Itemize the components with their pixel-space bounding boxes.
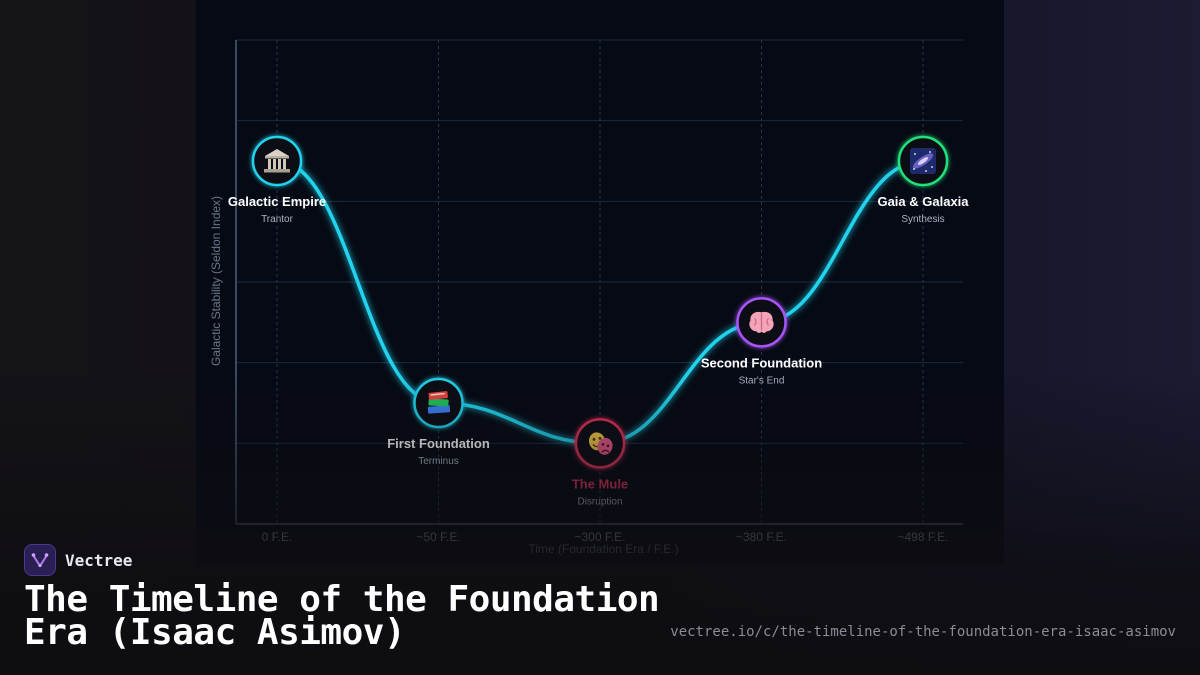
event-label: Second Foundation bbox=[701, 355, 822, 370]
event-marker[interactable] bbox=[897, 135, 949, 187]
event-label: First Foundation bbox=[387, 436, 490, 451]
x-axis-label: Time (Foundation Era / F.E.) bbox=[528, 542, 678, 556]
mask-eye bbox=[598, 436, 602, 440]
vectree-logo-icon bbox=[24, 544, 56, 576]
event-marker[interactable] bbox=[251, 135, 303, 187]
event-sublabel: Synthesis bbox=[901, 214, 944, 225]
stability-timeline-chart: 0 F.E. ~50 F.E. ~300 F.E. ~380 F.E. ~498 F.E… bbox=[209, 39, 969, 556]
brand: Vectree bbox=[24, 544, 132, 576]
marker-ring bbox=[251, 135, 303, 187]
event-sublabel: Terminus bbox=[418, 456, 459, 467]
mask-eye bbox=[606, 444, 610, 448]
column-shape bbox=[273, 159, 276, 169]
star-dot bbox=[913, 168, 915, 170]
star-dot bbox=[929, 151, 931, 153]
mask-eye bbox=[592, 437, 596, 441]
frieze-shape bbox=[265, 156, 289, 159]
chart-panel: 0 F.E. ~50 F.E. ~300 F.E. ~380 F.E. ~498 F.E… bbox=[196, 0, 1004, 565]
event-sublabel: Trantor bbox=[261, 214, 294, 225]
brand-name: Vectree bbox=[65, 550, 133, 570]
brain-icon bbox=[749, 311, 774, 333]
column-shape bbox=[283, 159, 286, 169]
y-axis-label: Galactic Stability (Seldon Index) bbox=[209, 196, 223, 366]
column-shape bbox=[278, 159, 281, 169]
x-tick-label: 0 F.E. bbox=[262, 530, 293, 544]
mask-eye bbox=[601, 443, 605, 446]
event-marker[interactable] bbox=[736, 297, 787, 348]
event-label: Gaia & Galaxia bbox=[877, 194, 969, 209]
column-shape bbox=[268, 159, 271, 169]
event-sublabel: Star's End bbox=[739, 375, 785, 386]
event-sublabel: Disruption bbox=[577, 496, 622, 507]
star-dot bbox=[925, 170, 927, 172]
books-icon bbox=[427, 391, 451, 414]
event-label: The Mule bbox=[572, 476, 628, 491]
event-label: Galactic Empire bbox=[228, 194, 326, 209]
event-marker[interactable] bbox=[574, 418, 626, 469]
star-dot bbox=[914, 153, 916, 155]
milky-way-icon bbox=[910, 148, 936, 174]
star-dot bbox=[931, 166, 933, 168]
page-title: The Timeline of the Foundation Era (Isaa… bbox=[24, 579, 660, 653]
source-url[interactable]: vectree.io/c/the-timeline-of-the-foundat… bbox=[670, 624, 1176, 640]
text-layer: 0 F.E. ~50 F.E. ~300 F.E. ~380 F.E. ~498 F.E… bbox=[209, 194, 969, 556]
x-tick-label: ~380 F.E. bbox=[736, 530, 787, 544]
base-shape bbox=[264, 169, 290, 173]
x-tick-label: ~50 F.E. bbox=[416, 530, 460, 544]
x-tick-label: ~498 F.E. bbox=[897, 530, 948, 544]
event-marker[interactable] bbox=[413, 377, 464, 429]
